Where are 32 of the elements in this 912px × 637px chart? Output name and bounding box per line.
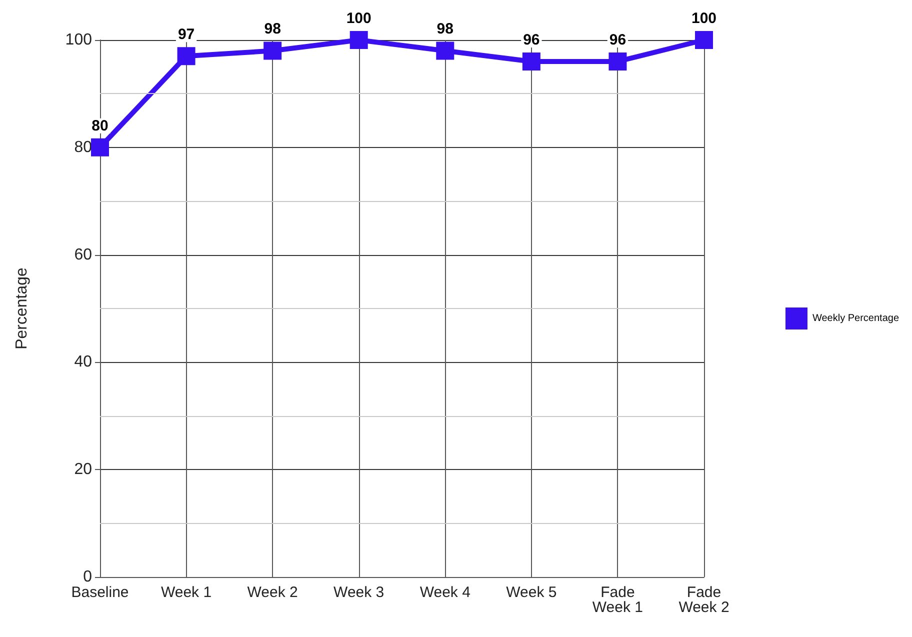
y-tick-label: 20: [74, 461, 92, 478]
x-tick-label: Fade Week 1: [592, 584, 644, 616]
y-tick-label: 60: [74, 246, 92, 264]
data-label: 96: [609, 31, 626, 48]
y-axis-title: Percentage: [14, 267, 30, 350]
data-label: 100: [346, 10, 372, 27]
x-tick-label: Week 4: [420, 584, 470, 601]
data-label: 97: [178, 26, 195, 44]
point: [91, 138, 109, 156]
legend-label: Weekly Percentage: [812, 313, 900, 324]
x-tick-label: Fade Week 2: [678, 584, 730, 616]
point: [436, 42, 454, 60]
x-tick-label: Week 1: [160, 584, 212, 601]
y-tick-label: 100: [65, 32, 92, 48]
y-tick-label: 40: [74, 354, 92, 371]
x-tick-label: Week 5: [506, 584, 557, 601]
x-tick-label: Baseline: [71, 584, 129, 601]
point: [264, 42, 282, 60]
point: [695, 31, 713, 49]
x-tick-label: Week 2: [247, 584, 298, 601]
point: [177, 47, 196, 66]
point: [350, 31, 368, 49]
point: [608, 52, 627, 70]
data-label: 96: [523, 31, 540, 48]
data-label: 80: [92, 117, 108, 134]
point: [522, 52, 540, 70]
data-label: 98: [436, 20, 454, 38]
y-tick-label: 80: [74, 138, 92, 156]
data-label: 98: [264, 20, 281, 38]
y-tick-label: 0: [83, 568, 92, 586]
data-label: 100: [691, 10, 717, 27]
x-tick-label: Week 3: [334, 584, 384, 601]
